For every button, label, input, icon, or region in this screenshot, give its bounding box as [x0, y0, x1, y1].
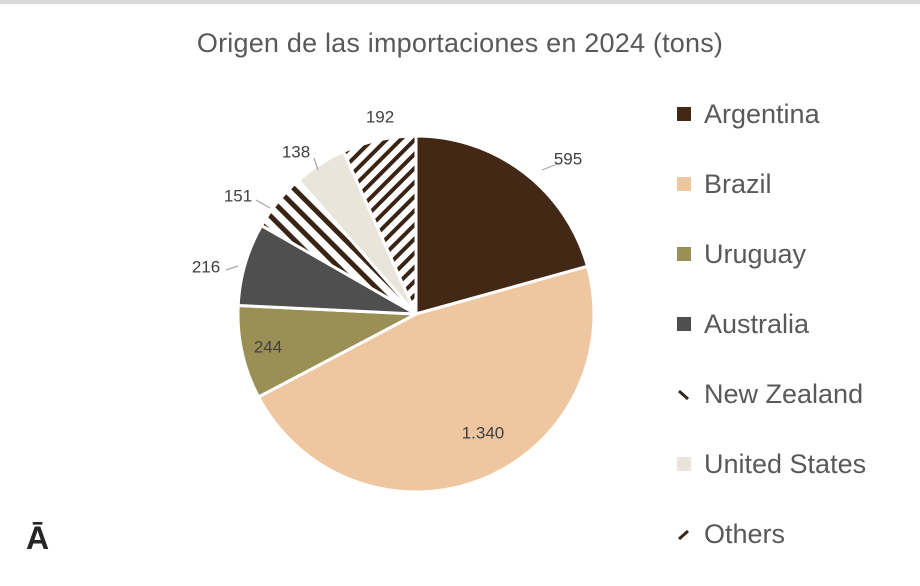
chart-title: Origen de las importaciones en 2024 (ton… [196, 28, 724, 58]
data-label: 138 [282, 142, 310, 161]
data-label: 244 [254, 337, 282, 356]
legend-swatch [677, 177, 691, 191]
data-label: 595 [554, 149, 582, 168]
leader-line [225, 265, 239, 271]
data-label: 216 [192, 257, 220, 276]
legend-swatch [677, 387, 691, 401]
legend-swatch [677, 457, 691, 471]
data-label: 151 [224, 186, 252, 205]
pie-slice-argentina [414, 134, 590, 316]
legend-label: Brazil [704, 169, 772, 199]
legend-swatch [677, 527, 691, 541]
leader-line [541, 162, 561, 171]
top-border [0, 0, 920, 4]
legend-swatch [677, 247, 691, 261]
legend-swatch [677, 317, 691, 331]
legend-label: Australia [704, 309, 810, 339]
legend-label: New Zealand [704, 379, 864, 409]
leader-line [313, 157, 319, 171]
legend-label: Uruguay [704, 239, 807, 269]
leader-line [255, 199, 271, 209]
pie-slice-brazil [256, 264, 596, 494]
corner-mark: Ā [26, 520, 50, 556]
pie-slice-uruguay [236, 303, 422, 400]
legend-label: Argentina [704, 99, 820, 129]
pie-slice-others [341, 134, 418, 315]
legend-label: United States [704, 449, 867, 479]
data-label: 192 [366, 107, 394, 126]
legend-swatch [677, 107, 691, 121]
data-label: 1.340 [462, 423, 505, 442]
legend-label: Others [704, 519, 786, 549]
